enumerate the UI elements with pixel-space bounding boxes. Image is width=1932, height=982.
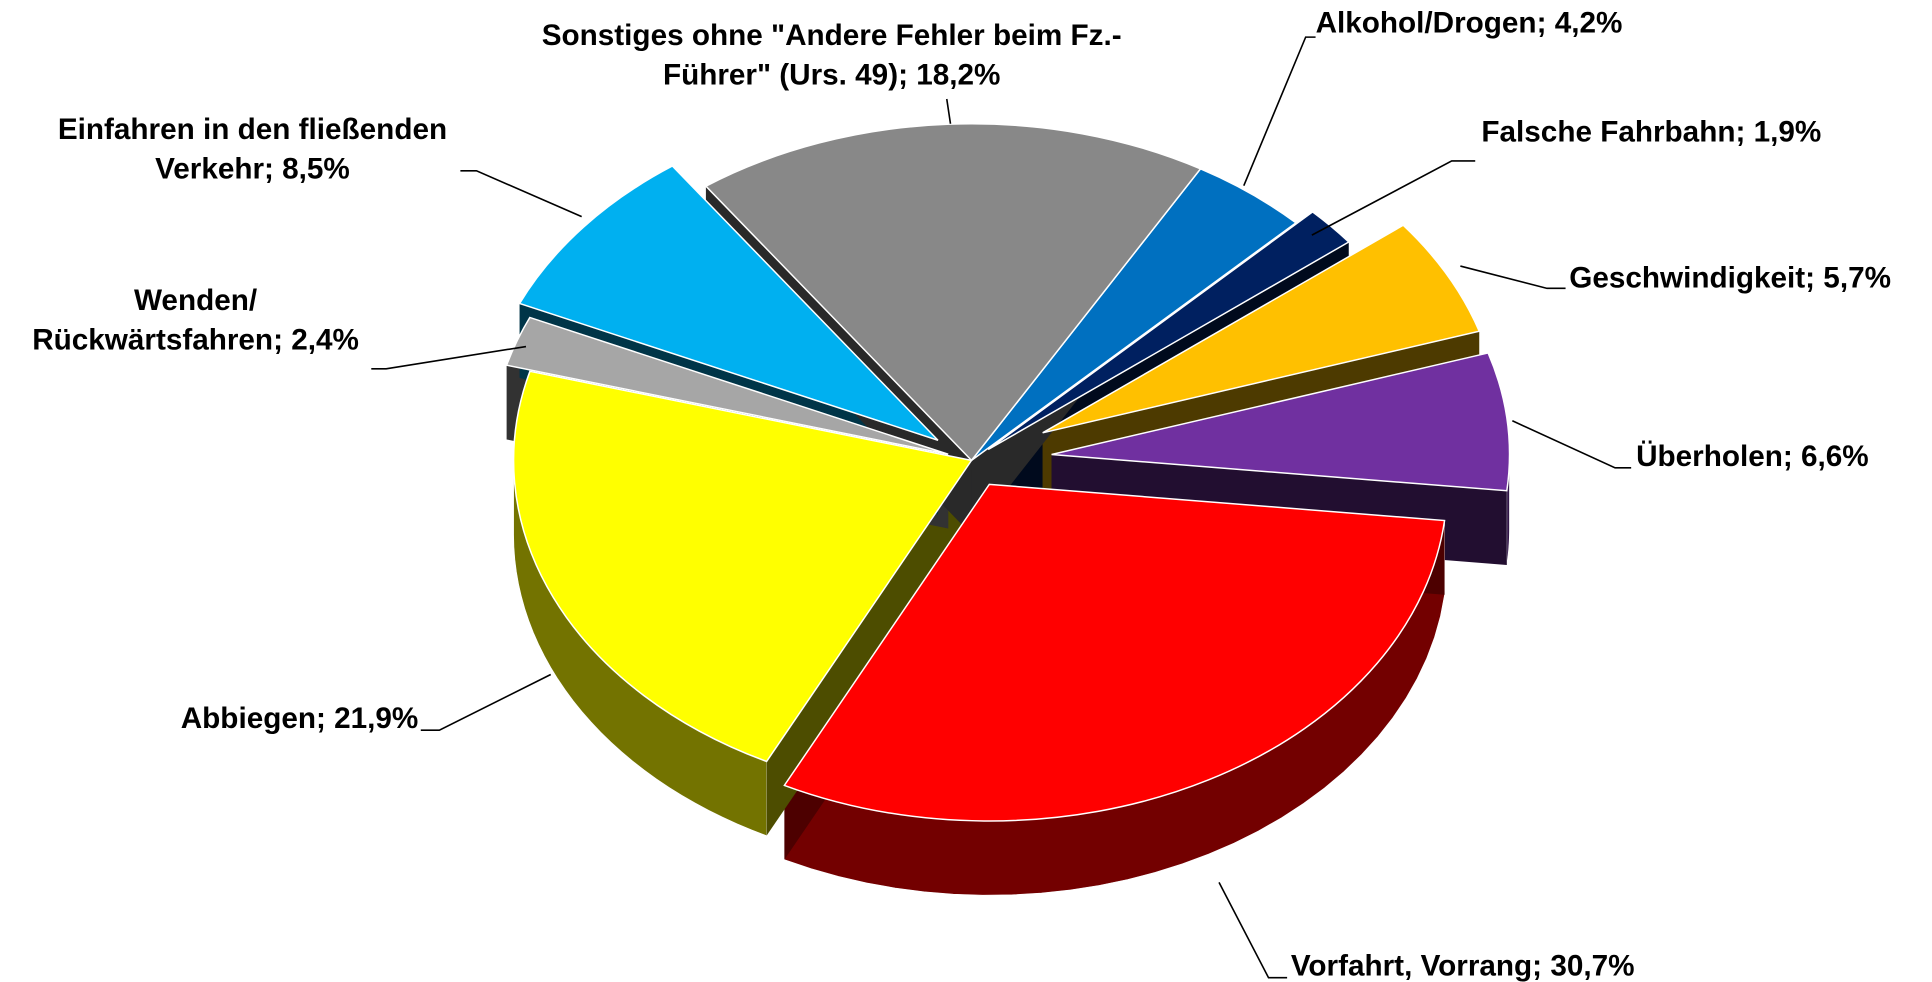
slice — [1042, 224, 1481, 434]
data-label: Geschwindigkeit; 5,7% — [1569, 262, 1891, 295]
data-label: Einfahren in den fließenden — [58, 113, 447, 146]
data-label: Wenden/ — [134, 284, 257, 317]
leader-line — [1512, 420, 1632, 469]
data-label: Verkehr; 8,5% — [155, 153, 350, 186]
slice — [505, 316, 949, 455]
leader-line — [1460, 265, 1566, 290]
data-label: Sonstiges ohne "Andere Fehler beim Fz.- — [542, 19, 1122, 52]
leader-line — [371, 345, 527, 370]
leader-line — [1243, 36, 1316, 186]
slice — [987, 211, 1350, 451]
data-label: Überholen; 6,6% — [1636, 440, 1869, 473]
slice — [704, 123, 1202, 462]
data-label: Alkohol/Drogen; 4,2% — [1316, 7, 1623, 40]
leader-line — [1311, 160, 1476, 236]
data-label: Rückwärtsfahren; 2,4% — [32, 323, 359, 356]
data-label: Vorfahrt, Vorrang; 30,7% — [1291, 950, 1635, 982]
slice — [518, 165, 939, 441]
leader-line — [1218, 882, 1288, 979]
leader-line — [460, 169, 582, 218]
leader-line — [945, 98, 952, 124]
data-label: Führer" (Urs. 49); 18,2% — [663, 59, 1000, 92]
data-label: Abbiegen; 21,9% — [181, 702, 419, 735]
slice — [1051, 352, 1511, 492]
leader-line — [420, 673, 552, 731]
pie: Alkohol/Drogen; 4,2% Falsche Fahrbahn; 1,… — [32, 7, 1891, 982]
slice — [512, 370, 973, 763]
slice — [783, 483, 1446, 822]
data-label: Falsche Fahrbahn; 1,9% — [1481, 116, 1821, 149]
